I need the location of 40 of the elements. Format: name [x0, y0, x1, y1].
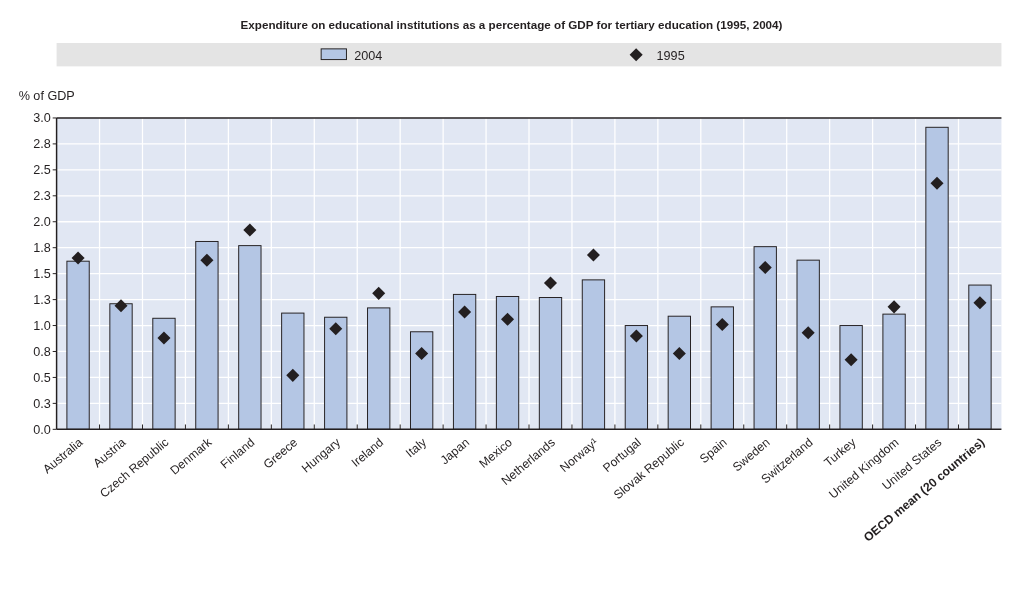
point — [243, 223, 257, 237]
point — [887, 300, 901, 314]
y-tick-label: 3.0 — [33, 111, 51, 126]
point — [672, 347, 686, 361]
point — [801, 326, 815, 340]
point — [758, 260, 772, 274]
chart-title: Expenditure on educational institutions as a percentage of GDP for tertiary education (1995, 2004) — [240, 18, 783, 32]
point — [586, 248, 600, 262]
y-tick-label: 1.3 — [33, 293, 51, 308]
y-tick-label: 0.3 — [33, 396, 51, 411]
point — [157, 331, 171, 345]
point — [372, 286, 386, 300]
point — [286, 368, 300, 382]
y-tick-label: 2.8 — [33, 137, 51, 152]
point — [501, 312, 515, 326]
x-tick-label: Italy — [402, 434, 430, 461]
y-tick-label: 0.5 — [33, 370, 51, 385]
point — [629, 329, 643, 343]
y-tick-label: 1.5 — [33, 267, 51, 282]
point — [543, 276, 558, 290]
point — [71, 251, 85, 265]
y-tick-label: 2.0 — [33, 215, 51, 230]
legend-label: 1995 — [656, 48, 685, 63]
point — [329, 322, 343, 336]
point — [715, 317, 729, 332]
point — [973, 296, 987, 310]
y-tick-label: 2.5 — [33, 163, 51, 178]
point — [844, 353, 858, 367]
point — [114, 299, 128, 313]
y-tick-label: 2.3 — [33, 189, 51, 204]
y-tick-label: 1.0 — [33, 318, 51, 333]
point — [415, 347, 429, 361]
point — [458, 305, 472, 319]
y-tick-label: 0.8 — [33, 344, 51, 359]
legend-label: 2004 — [354, 48, 383, 63]
point — [200, 253, 214, 267]
point — [930, 176, 944, 190]
y-tick-label: 1.8 — [33, 241, 51, 256]
y-axis-title: % of GDP — [18, 89, 75, 104]
y-tick-label: 0.0 — [33, 422, 51, 437]
